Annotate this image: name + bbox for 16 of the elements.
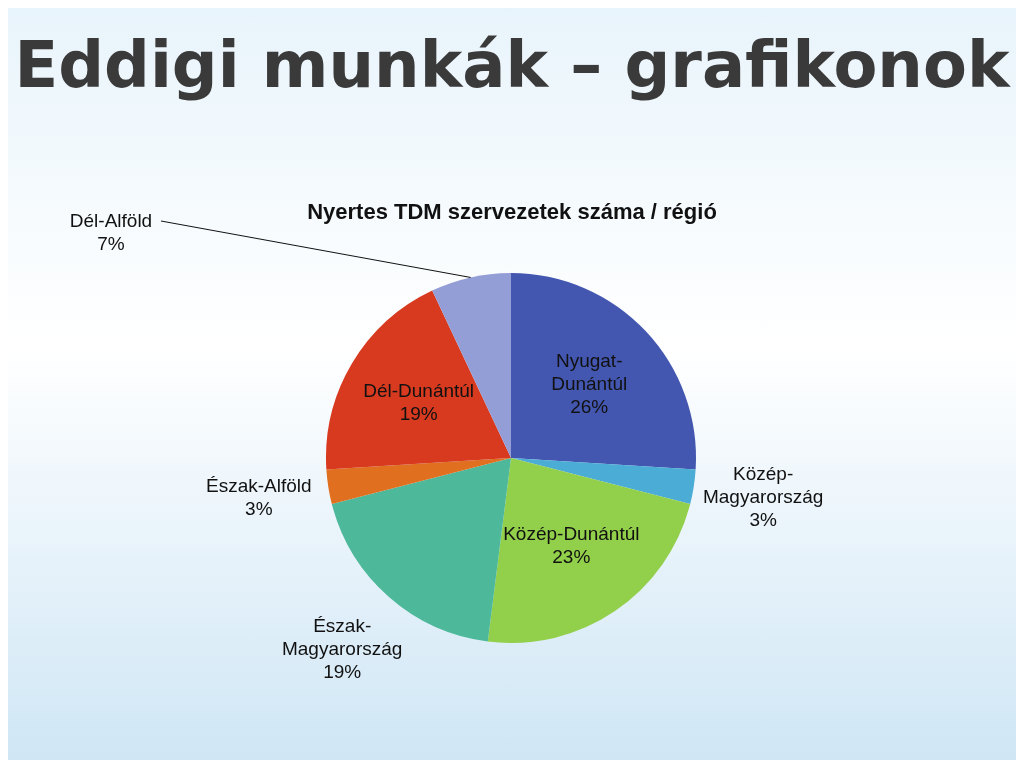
data-label: 26% <box>570 395 609 417</box>
data-label: 3% <box>245 497 273 519</box>
data-label: 23% <box>552 546 591 568</box>
slice-label: Dél-Dunántúl <box>363 380 475 402</box>
chart-title: Eddigi munkák – grafikonok <box>14 27 1011 102</box>
slice-label: Észak-Alföld <box>206 474 312 496</box>
data-label: 3% <box>749 509 777 531</box>
slice-label: Közép-Magyarország <box>702 463 824 508</box>
chart-subtitle: Nyertes TDM szervezetek száma / régió <box>307 199 717 225</box>
slice-label: Észak-Magyarország <box>281 614 403 659</box>
slice-label: Nyugat-Dunántúl <box>551 349 628 394</box>
data-label: 19% <box>399 403 438 425</box>
data-label: 19% <box>323 660 362 682</box>
slice-label: Dél-Alföld <box>69 209 153 231</box>
data-label: 7% <box>97 232 125 254</box>
slice-label: Közép-Dunántúl <box>503 523 640 545</box>
